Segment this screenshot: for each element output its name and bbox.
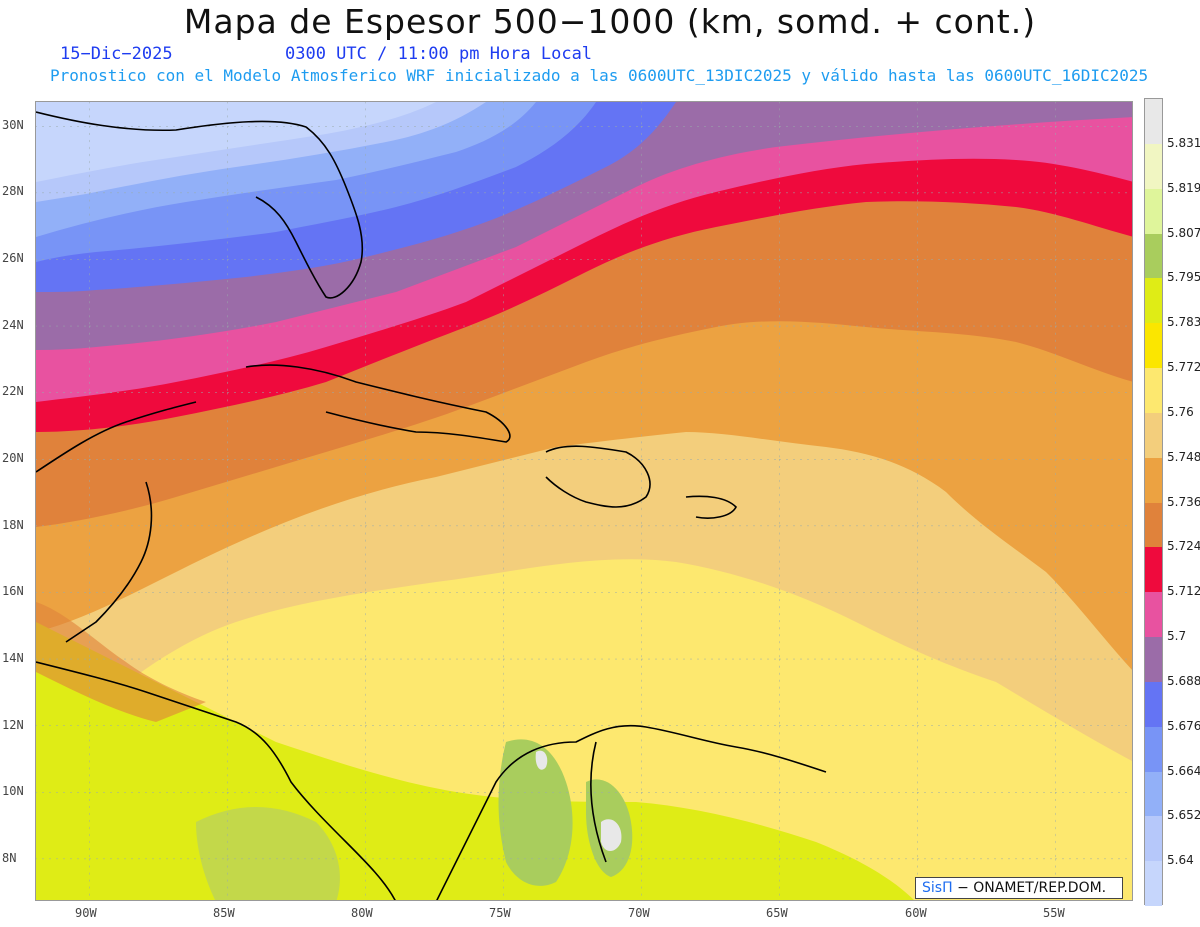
lon-label: 65W xyxy=(766,906,788,920)
lat-label: 18N xyxy=(2,518,24,532)
model-subtitle: Pronostico con el Modelo Atmosferico WRF… xyxy=(50,66,1149,85)
credit-brand: SisΠ xyxy=(922,880,953,896)
legend-label: 5.748 xyxy=(1167,449,1200,464)
legend-label: 5.772 xyxy=(1167,360,1200,374)
legend-label: 5.652 xyxy=(1167,808,1200,823)
legend-swatch xyxy=(1145,188,1162,234)
lon-label: 60W xyxy=(905,906,927,920)
legend-label: 5.664 xyxy=(1167,763,1200,778)
legend-swatch xyxy=(1145,99,1162,145)
legend-swatch xyxy=(1145,771,1162,817)
lat-label: 14N xyxy=(2,651,24,665)
legend-label: 5.676 xyxy=(1167,718,1200,733)
legend-label: 5.795 xyxy=(1167,270,1200,285)
legend-label: 5.76 xyxy=(1167,404,1194,419)
legend-label: 5.783 xyxy=(1167,315,1200,330)
legend-swatch xyxy=(1145,502,1162,548)
legend-swatch xyxy=(1145,233,1162,279)
lat-label: 16N xyxy=(2,584,24,598)
color-legend xyxy=(1144,98,1163,907)
lat-label: 12N xyxy=(2,718,24,732)
lon-label: 85W xyxy=(213,906,235,920)
legend-swatch xyxy=(1145,143,1162,190)
legend-swatch xyxy=(1145,323,1162,369)
lon-label: 80W xyxy=(351,906,373,920)
lat-label: 26N xyxy=(2,251,24,265)
legend-label: 5.712 xyxy=(1167,584,1200,599)
forecast-date: 15−Dic−2025 xyxy=(60,44,173,64)
lat-label: 22N xyxy=(2,384,24,398)
thickness-map xyxy=(35,101,1133,901)
legend-label: 5.819 xyxy=(1167,180,1200,195)
legend-swatch xyxy=(1145,592,1162,638)
map-title: Mapa de Espesor 500−1000 (km, somd. + co… xyxy=(183,2,1037,41)
lat-label: 24N xyxy=(2,318,24,332)
lon-label: 75W xyxy=(489,906,511,920)
legend-swatch xyxy=(1145,368,1162,414)
lat-label: 20N xyxy=(2,451,24,465)
lat-label: 28N xyxy=(2,184,24,198)
legend-label: 5.724 xyxy=(1167,539,1200,554)
legend-label: 5.807 xyxy=(1167,225,1200,240)
legend-label: 5.7 xyxy=(1167,629,1187,643)
thickness-field xyxy=(36,102,1132,900)
legend-label: 5.688 xyxy=(1167,673,1200,688)
legend-swatch xyxy=(1145,278,1162,324)
lat-label: 8N xyxy=(2,851,17,865)
lon-label: 90W xyxy=(75,906,97,920)
legend-swatch xyxy=(1145,547,1162,593)
lon-label: 70W xyxy=(628,906,650,920)
legend-swatch xyxy=(1145,861,1162,907)
forecast-time: 0300 UTC / 11:00 pm Hora Local xyxy=(285,44,593,64)
legend-swatch xyxy=(1145,726,1162,772)
lat-label: 10N xyxy=(2,784,24,798)
coastlines xyxy=(36,111,827,900)
legend-label: 5.831 xyxy=(1167,135,1200,150)
legend-label: 5.736 xyxy=(1167,494,1200,509)
lon-label: 55W xyxy=(1043,906,1065,920)
credit-text: − ONAMET/REP.DOM. xyxy=(957,880,1107,896)
legend-swatch xyxy=(1145,637,1162,683)
lat-label: 30N xyxy=(2,118,24,132)
legend-label: 5.64 xyxy=(1167,853,1194,868)
legend-swatch xyxy=(1145,457,1162,503)
legend-swatch xyxy=(1145,816,1162,862)
credit-box: SisΠ − ONAMET/REP.DOM. xyxy=(915,877,1123,899)
legend-swatch xyxy=(1145,681,1162,728)
legend-swatch xyxy=(1145,412,1162,459)
